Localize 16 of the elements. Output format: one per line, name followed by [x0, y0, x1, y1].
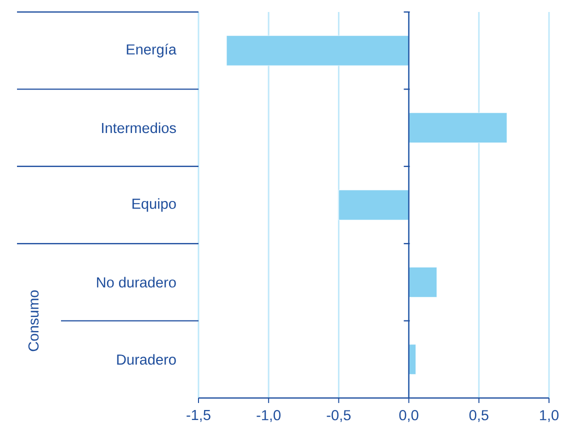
- x-tick-label: 0,0: [399, 410, 418, 422]
- y-tick-label: Intermedios: [102, 122, 176, 134]
- bar: [408, 112, 508, 144]
- y-tick-label: Equipo: [132, 198, 176, 212]
- y-tick-label: Energía: [126, 44, 176, 58]
- text: Consumo: [28, 290, 39, 352]
- x-tick-label: 0,5: [469, 410, 488, 422]
- y-tick-label: Duradero: [117, 354, 176, 365]
- bar: [408, 267, 438, 298]
- x-tick-label: -1,0: [256, 410, 281, 422]
- x-tick-label: -1,5: [186, 410, 210, 422]
- y-tick-label: No duradero: [97, 276, 176, 288]
- bar: [226, 35, 409, 66]
- x-tick-label: 1,0: [540, 410, 559, 422]
- x-tick-label: -0,5: [326, 410, 351, 422]
- bar: [338, 190, 409, 220]
